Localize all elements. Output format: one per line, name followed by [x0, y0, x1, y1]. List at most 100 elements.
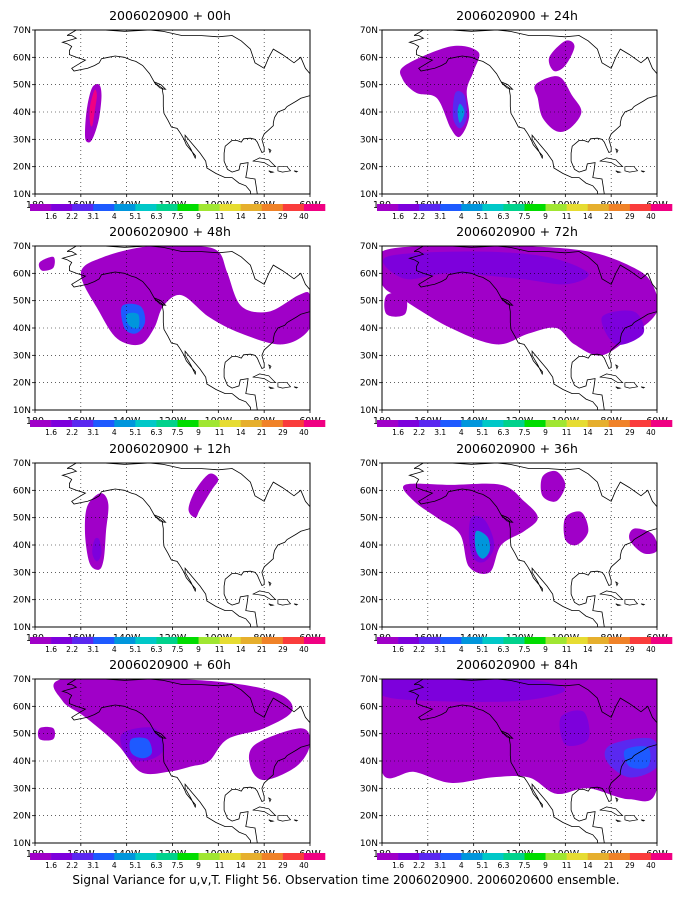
colorbar-label: 3.1 [87, 645, 99, 654]
colorbar-swatch [135, 853, 157, 860]
map-chart: 10N20N30N40N50N60N70N180160W140W120W100W… [13, 675, 326, 870]
colorbar-label: 5.1 [129, 645, 141, 654]
colorbar-swatch [398, 420, 420, 427]
y-tick-label: 70N [13, 242, 31, 252]
colorbar-label: 29 [625, 428, 635, 437]
colorbar-swatch [545, 853, 567, 860]
y-tick-label: 10N [13, 406, 31, 416]
variance-region [384, 292, 408, 317]
colorbar-swatch [629, 420, 652, 427]
variance-region [457, 103, 465, 123]
colorbar-swatch [135, 637, 157, 644]
colorbar-swatch [482, 637, 504, 644]
y-tick-label: 20N [360, 596, 378, 606]
colorbar-swatch [398, 637, 420, 644]
colorbar-label: 9 [543, 861, 548, 870]
island-outline [268, 148, 272, 154]
colorbar-swatch [282, 637, 305, 644]
colorbar-swatch [93, 204, 115, 211]
colorbar-swatch [177, 204, 199, 211]
y-tick-label: 10N [360, 190, 378, 200]
y-tick-label: 10N [13, 623, 31, 633]
colorbar-swatch [440, 204, 462, 211]
map-chart: 10N20N30N40N50N60N70N180160W140W120W100W… [360, 675, 673, 870]
island-outline [153, 82, 164, 90]
colorbar-swatch [93, 420, 115, 427]
colorbar-swatch [30, 204, 52, 211]
colorbar-label: 9 [543, 428, 548, 437]
colorbar-swatch [156, 853, 178, 860]
y-tick-label: 30N [13, 135, 31, 145]
y-tick-label: 50N [360, 514, 378, 524]
colorbar-label: 1.6 [392, 428, 404, 437]
colorbar-label: 29 [625, 861, 635, 870]
colorbar-swatch [461, 204, 483, 211]
colorbar-swatch [377, 420, 399, 427]
island-outline [268, 581, 272, 587]
colorbar-label: 11 [562, 428, 572, 437]
panel-title: 2006020900 + 84h [456, 657, 578, 672]
map-plot-area [35, 30, 310, 194]
colorbar-label: 1.6 [45, 428, 57, 437]
colorbar-swatch [135, 204, 157, 211]
y-tick-label: 60N [13, 702, 31, 712]
colorbar-swatch [419, 420, 441, 427]
colorbar-label: 29 [278, 212, 288, 221]
island-outline [615, 170, 622, 174]
colorbar-label: 11 [215, 861, 225, 870]
colorbar-swatch [461, 420, 483, 427]
colorbar-swatch [240, 204, 263, 211]
island-outline [277, 166, 292, 173]
variance-region [248, 728, 310, 781]
colorbar-swatch [629, 853, 652, 860]
colorbar-swatch [629, 637, 652, 644]
y-tick-label: 70N [13, 459, 31, 469]
island-outline [252, 806, 277, 817]
colorbar-swatch [440, 420, 462, 427]
colorbar-label: 21 [604, 212, 614, 221]
colorbar-swatch [177, 637, 199, 644]
colorbar-swatch [545, 204, 567, 211]
map-chart: 10N20N30N40N50N60N70N180160W140W120W100W… [360, 459, 673, 654]
y-tick-label: 60N [360, 702, 378, 712]
colorbar-label: 21 [604, 645, 614, 654]
y-tick-label: 10N [360, 406, 378, 416]
map-panel: 10N20N30N40N50N60N70N180160W140W120W100W… [5, 224, 335, 437]
y-tick-label: 40N [13, 324, 31, 334]
colorbar-label: 21 [257, 428, 267, 437]
colorbar-swatch [51, 420, 73, 427]
colorbar-label: 29 [625, 645, 635, 654]
y-tick-label: 50N [360, 81, 378, 91]
colorbar-swatch [198, 637, 220, 644]
island-outline [252, 590, 277, 601]
y-tick-label: 50N [13, 81, 31, 91]
y-tick-label: 60N [360, 53, 378, 63]
y-tick-label: 60N [13, 53, 31, 63]
y-tick-label: 40N [360, 108, 378, 118]
colorbar-label: 3.1 [434, 428, 446, 437]
coastline [66, 30, 310, 85]
variance-region [129, 737, 153, 759]
colorbar-label: 7.5 [519, 428, 531, 437]
map-plot-area [35, 679, 310, 843]
y-tick-label: 60N [13, 269, 31, 279]
island-outline [659, 301, 673, 309]
colorbar-swatch [482, 204, 504, 211]
colorbar-swatch [524, 637, 546, 644]
colorbar-label: 7.5 [519, 212, 531, 221]
island-outline [268, 386, 275, 390]
colorbar-swatch [650, 637, 673, 644]
y-tick-label: 70N [360, 675, 378, 685]
colorbar-swatch [377, 853, 399, 860]
colorbar-label: 6.3 [150, 861, 162, 870]
colorbar-swatch [461, 853, 483, 860]
colorbar-label: 29 [278, 428, 288, 437]
colorbar-swatch [587, 204, 610, 211]
colorbar-label: 7.5 [519, 645, 531, 654]
y-tick-label: 40N [13, 541, 31, 551]
island-outline [615, 148, 619, 154]
map-panel: 10N20N30N40N50N60N70N180160W140W120W100W… [352, 441, 682, 654]
colorbar-swatch [219, 637, 242, 644]
map-chart: 10N20N30N40N50N60N70N180160W140W120W100W… [360, 26, 673, 221]
colorbar-label: 4 [459, 212, 464, 221]
